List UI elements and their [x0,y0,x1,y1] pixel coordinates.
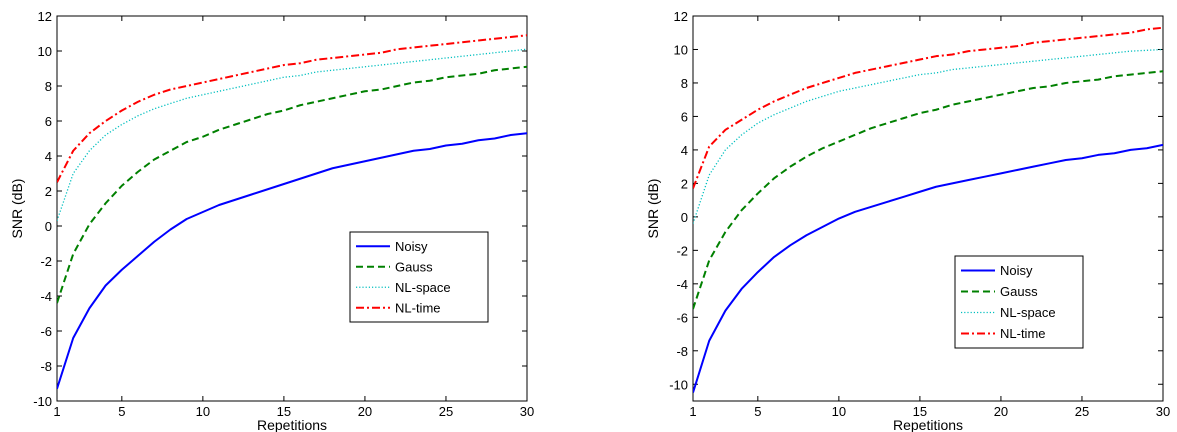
y-tick-label: -4 [676,277,688,292]
legend-label: NL-space [1000,305,1056,320]
chart-panel-1: 1 5 10 15 20 25 30-10-8-6-4-2024681012Repetiti… [9,9,534,432]
series-line-gauss [57,65,527,304]
x-axis-label: Repetitions [257,417,327,432]
series-line-nl-time [693,26,1163,189]
y-tick-label: -6 [40,324,52,339]
legend-label: NL-time [1000,326,1046,341]
y-tick-label: -8 [676,344,688,359]
x-tick-label: 10 [196,404,210,419]
y-tick-label: -10 [669,377,688,392]
series-group [693,26,1163,393]
y-tick-label: 10 [674,42,688,57]
y-tick-label: 2 [681,176,688,191]
y-tick-label: 8 [45,79,52,94]
series-group [57,34,527,390]
x-tick-label: 1 [689,404,696,419]
y-tick-label: 6 [45,114,52,129]
legend-label: Noisy [395,239,428,254]
y-tick-label: -6 [676,310,688,325]
legend-label: Gauss [1000,284,1038,299]
y-tick-label: -2 [676,243,688,258]
legend: Noisy Gauss NL-space NL-time [349,231,489,323]
series-line-nl-space [57,48,527,221]
y-tick-label: 12 [674,9,688,24]
y-tick-label: -10 [33,394,52,409]
x-tick-label: 1 [53,404,60,419]
x-tick-label: 15 [913,404,927,419]
x-tick-label: 30 [520,404,534,419]
y-tick-label: 6 [681,109,688,124]
y-tick-label: 10 [38,44,52,59]
y-tick-label: 2 [45,184,52,199]
plot-area-frame [56,15,528,402]
series-line-noisy [57,132,527,390]
y-tick-label: -4 [40,289,52,304]
x-tick-label: 5 [754,404,761,419]
y-axis-label: SNR (dB) [9,179,25,239]
x-tick-label: 25 [1075,404,1089,419]
x-tick-label: 30 [1156,404,1170,419]
series-line-gauss [693,70,1163,310]
legend: Noisy Gauss NL-space NL-time [954,255,1084,349]
y-tick-label: 0 [45,219,52,234]
y-tick-label: -2 [40,254,52,269]
x-tick-label: 25 [439,404,453,419]
legend-label: NL-time [395,300,441,315]
x-tick-label: 20 [358,404,372,419]
legend-label: NL-space [395,280,451,295]
y-tick-label: 12 [38,9,52,24]
y-axis-label: SNR (dB) [645,179,661,239]
x-tick-label: 5 [118,404,125,419]
x-tick-label: 10 [832,404,846,419]
series-line-nl-time [57,34,527,183]
x-tick-label: 15 [277,404,291,419]
y-tick-label: 0 [681,210,688,225]
y-tick-label: -8 [40,359,52,374]
chart-panel-2: 1 5 10 15 20 25 30-10-8-6-4-2024681012Repetiti… [645,9,1170,432]
legend-label: Noisy [1000,263,1033,278]
legend-label: Gauss [395,259,433,274]
y-tick-label: 4 [45,149,52,164]
x-tick-label: 20 [994,404,1008,419]
x-axis-label: Repetitions [893,417,963,432]
y-tick-label: 4 [681,143,688,158]
series-line-noisy [693,143,1163,393]
series-line-nl-space [693,48,1163,224]
y-tick-label: 8 [681,76,688,91]
